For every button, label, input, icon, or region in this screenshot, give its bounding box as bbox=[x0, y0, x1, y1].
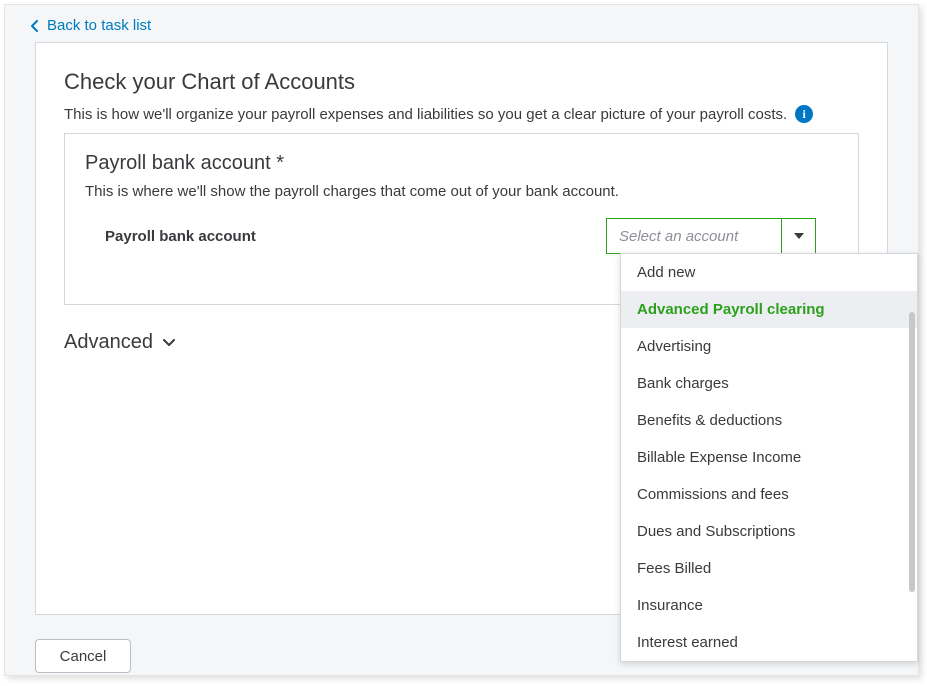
account-dropdown[interactable]: Add newAdvanced Payroll clearingAdvertis… bbox=[620, 253, 918, 662]
dropdown-option[interactable]: Bank charges bbox=[621, 365, 917, 402]
page-subtitle: This is how we'll organize your payroll … bbox=[64, 106, 787, 123]
advanced-label: Advanced bbox=[64, 331, 153, 354]
chevron-left-icon bbox=[31, 20, 39, 32]
back-link-label: Back to task list bbox=[47, 17, 151, 34]
info-icon[interactable]: i bbox=[795, 105, 813, 123]
dropdown-option[interactable]: Advertising bbox=[621, 328, 917, 365]
account-select[interactable]: Select an account bbox=[606, 218, 816, 254]
dropdown-option[interactable]: Commissions and fees bbox=[621, 476, 917, 513]
back-to-task-list-link[interactable]: Back to task list bbox=[5, 5, 918, 42]
dropdown-option[interactable]: Add new bbox=[621, 254, 917, 291]
cancel-button[interactable]: Cancel bbox=[35, 639, 131, 673]
select-placeholder: Select an account bbox=[607, 228, 781, 245]
field-label: Payroll bank account bbox=[85, 228, 606, 245]
dropdown-option[interactable]: Fees Billed bbox=[621, 550, 917, 587]
select-caret-button[interactable] bbox=[781, 219, 815, 253]
app-frame: Back to task list Check your Chart of Ac… bbox=[4, 4, 919, 676]
cancel-label: Cancel bbox=[60, 648, 107, 665]
caret-down-icon bbox=[794, 233, 804, 239]
dropdown-option[interactable]: Advanced Payroll clearing bbox=[621, 291, 917, 328]
page-subtitle-row: This is how we'll organize your payroll … bbox=[64, 105, 859, 123]
page-title: Check your Chart of Accounts bbox=[64, 69, 859, 95]
scrollbar-thumb[interactable] bbox=[909, 312, 915, 592]
field-row: Payroll bank account Select an account bbox=[85, 218, 838, 254]
card-subtitle: This is where we'll show the payroll cha… bbox=[85, 183, 838, 200]
dropdown-option[interactable]: Insurance bbox=[621, 587, 917, 624]
dropdown-option[interactable]: Dues and Subscriptions bbox=[621, 513, 917, 550]
dropdown-option[interactable]: Interest earned bbox=[621, 624, 917, 661]
dropdown-option[interactable]: Billable Expense Income bbox=[621, 439, 917, 476]
chevron-down-icon bbox=[163, 339, 175, 347]
dropdown-option[interactable]: Benefits & deductions bbox=[621, 402, 917, 439]
card-title: Payroll bank account * bbox=[85, 152, 838, 175]
